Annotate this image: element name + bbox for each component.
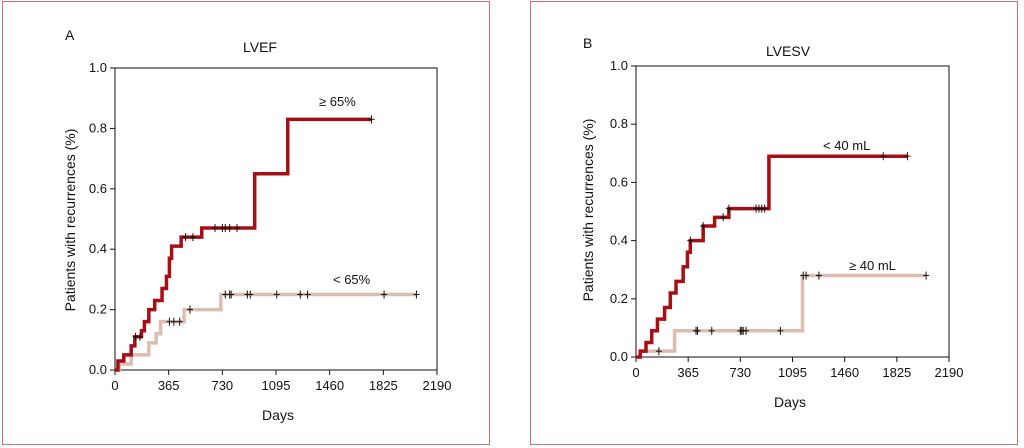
series-line-2 bbox=[115, 292, 417, 372]
chart-title: LVEF bbox=[243, 39, 277, 55]
x-tick-label: 0 bbox=[111, 378, 118, 393]
y-tick-label: 0.8 bbox=[89, 120, 107, 135]
y-tick-label: 0.0 bbox=[89, 362, 107, 377]
plot-frame bbox=[635, 65, 950, 358]
y-tick-label: 0.6 bbox=[610, 174, 628, 189]
panel-letter: A bbox=[65, 27, 75, 43]
y-axis-title: Patients with recurrences (%) bbox=[580, 119, 596, 302]
x-axis-title: Days bbox=[774, 394, 806, 410]
x-tick-label: 1095 bbox=[262, 378, 291, 393]
y-tick-label: 0.2 bbox=[610, 291, 628, 306]
km-chart-lvesv: B LVESV Days Patients with recurrences (… bbox=[580, 35, 964, 410]
x-tick-label: 1460 bbox=[315, 378, 344, 393]
y-tick-label: 1.0 bbox=[610, 58, 628, 73]
y-tick-label: 1.0 bbox=[89, 60, 107, 75]
series-line-1 bbox=[115, 117, 372, 372]
panel-letter: B bbox=[583, 35, 592, 51]
series-line-1 bbox=[636, 154, 908, 359]
series-label-1: ≥ 65% bbox=[319, 94, 356, 109]
x-tick-label: 730 bbox=[211, 378, 233, 393]
x-tick-label: 2190 bbox=[935, 365, 964, 380]
x-tick-label: 0 bbox=[632, 365, 639, 380]
x-tick-label: 1825 bbox=[369, 378, 398, 393]
y-tick-label: 0.6 bbox=[89, 181, 107, 196]
x-tick-label: 365 bbox=[677, 365, 699, 380]
series-label-2: ≥ 40 mL bbox=[849, 258, 896, 273]
x-tick-label: 365 bbox=[158, 378, 180, 393]
chart-panel-b: B LVESV Days Patients with recurrences (… bbox=[530, 1, 1018, 445]
series-line-2 bbox=[636, 273, 927, 359]
y-tick-label: 0.8 bbox=[610, 116, 628, 131]
series-label-1: < 40 mL bbox=[823, 138, 870, 153]
series-label-2: < 65% bbox=[333, 272, 371, 287]
plot-frame bbox=[114, 67, 438, 371]
x-tick-label: 730 bbox=[729, 365, 751, 380]
x-tick-label: 1825 bbox=[882, 365, 911, 380]
chart-panel-a: A LVEF Days Patients with recurrences (%… bbox=[2, 1, 490, 445]
y-tick-label: 0.2 bbox=[89, 302, 107, 317]
x-tick-label: 2190 bbox=[423, 378, 452, 393]
km-chart-lvef: A LVEF Days Patients with recurrences (%… bbox=[62, 27, 452, 423]
x-tick-label: 1460 bbox=[830, 365, 859, 380]
chart-title: LVESV bbox=[766, 43, 811, 59]
x-axis-title: Days bbox=[262, 407, 294, 423]
y-tick-label: 0.4 bbox=[610, 233, 628, 248]
x-tick-label: 1095 bbox=[778, 365, 807, 380]
y-tick-label: 0.0 bbox=[610, 349, 628, 364]
y-axis-title: Patients with recurrences (%) bbox=[62, 129, 78, 312]
y-tick-label: 0.4 bbox=[89, 241, 107, 256]
